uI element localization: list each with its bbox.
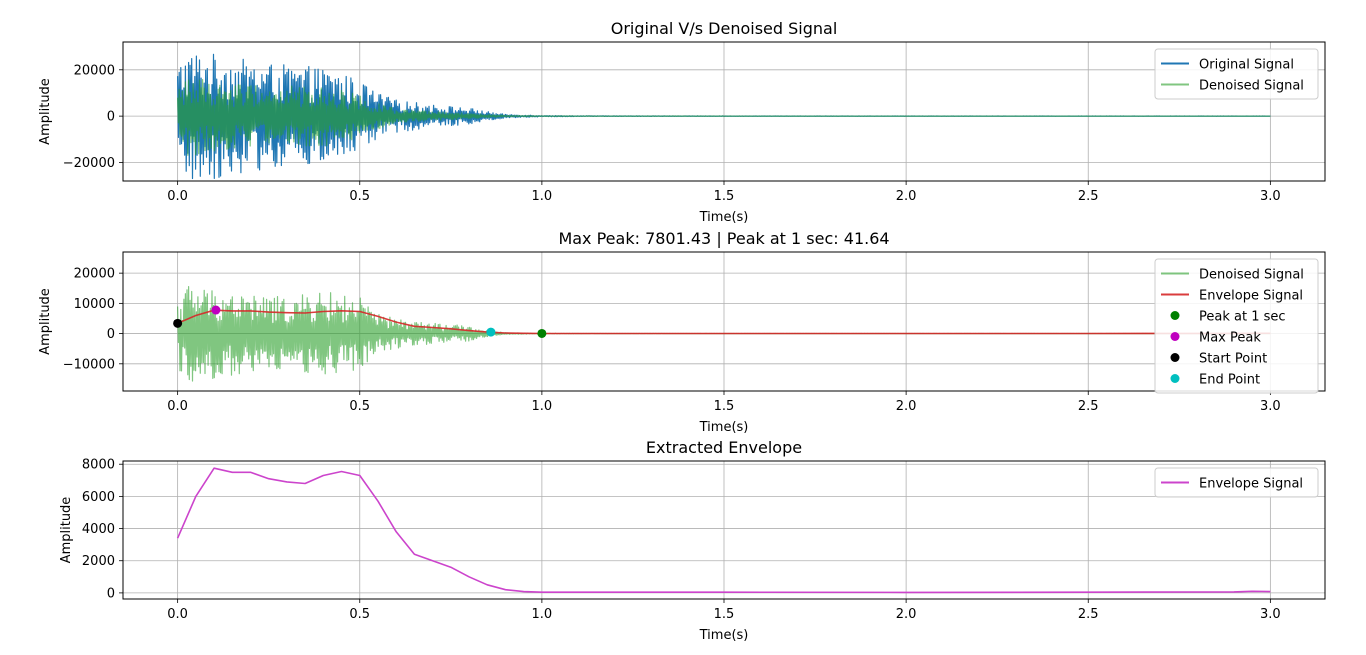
- x-tick-label: 3.0: [1260, 189, 1281, 204]
- legend-entry-label: Start Point: [1199, 352, 1267, 367]
- y-tick-label: 8000: [82, 458, 115, 473]
- legend: Original Signal Denoised Signal: [1154, 48, 1319, 100]
- x-tick-label: 1.5: [714, 189, 735, 204]
- x-tick-label: 2.0: [896, 399, 917, 414]
- legend-dot-swatch: [1170, 311, 1180, 320]
- y-tick-label: 0: [107, 327, 115, 342]
- x-tick-label: 1.0: [532, 399, 553, 414]
- legend-dot-swatch: [1170, 332, 1180, 341]
- legend-box: [1154, 48, 1319, 100]
- y-tick-label: 4000: [82, 522, 115, 537]
- chart-title: Max Peak: 7801.43 | Peak at 1 sec: 41.64: [558, 229, 889, 248]
- x-tick-label: 1.5: [714, 607, 735, 622]
- x-tick-label: 3.0: [1260, 399, 1281, 414]
- legend-dot-swatch: [1170, 374, 1180, 383]
- plot-area: [176, 467, 1271, 594]
- legend-entry-label: Peak at 1 sec: [1199, 310, 1286, 325]
- legend-entry-label: Denoised Signal: [1199, 268, 1304, 283]
- x-tick-label: 0.0: [167, 189, 188, 204]
- x-tick-label: 2.0: [896, 607, 917, 622]
- x-tick-label: 0.5: [349, 189, 370, 204]
- x-tick-label: 0.0: [167, 607, 188, 622]
- y-axis-label: Amplitude: [38, 78, 53, 145]
- x-tick-label: 0.5: [349, 607, 370, 622]
- y-tick-label: 10000: [74, 297, 115, 312]
- y-tick-label: 0: [107, 110, 115, 125]
- y-tick-label: 20000: [74, 267, 115, 282]
- chart-title: Extracted Envelope: [646, 438, 802, 457]
- x-axis-label: Time(s): [699, 420, 749, 435]
- marker-point: [486, 327, 496, 337]
- subplot-2: 0.0 0.5 1.0 1.5 2.0 2.5 3.0 −10000 0 10000 20000 Ma…: [38, 229, 1326, 435]
- y-axis-label: Amplitude: [38, 288, 53, 355]
- series-line-2: [177, 79, 1271, 156]
- chart-title: Original V/s Denoised Signal: [611, 19, 838, 38]
- x-tick-label: 3.0: [1260, 607, 1281, 622]
- x-tick-label: 0.5: [349, 399, 370, 414]
- legend-dot-swatch: [1170, 353, 1180, 362]
- series-line-2: [177, 309, 1271, 335]
- legend-entry-label: Envelope Signal: [1199, 289, 1303, 304]
- legend-box: [1154, 467, 1319, 498]
- y-axis-label: Amplitude: [59, 497, 74, 564]
- y-tick-label: 6000: [82, 490, 115, 505]
- y-tick-label: 2000: [82, 554, 115, 569]
- marker-point: [211, 305, 221, 315]
- x-tick-label: 1.0: [532, 607, 553, 622]
- y-tick-label: −10000: [63, 357, 115, 372]
- legend-entry-label: Denoised Signal: [1199, 79, 1304, 94]
- subplot-1: 0.0 0.5 1.0 1.5 2.0 2.5 3.0 −20000 0 20000 Origina…: [38, 19, 1326, 225]
- y-tick-label: −20000: [63, 156, 115, 171]
- x-tick-label: 0.0: [167, 399, 188, 414]
- x-tick-label: 1.5: [714, 399, 735, 414]
- plot-area: [177, 53, 1271, 180]
- x-axis-label: Time(s): [699, 628, 749, 643]
- legend-entry-label: Original Signal: [1199, 58, 1294, 73]
- legend: Denoised Signal Envelope Signal Peak at 1 …: [1154, 258, 1319, 394]
- marker-point: [173, 318, 183, 328]
- x-tick-label: 1.0: [532, 189, 553, 204]
- series-line-1: [176, 467, 1271, 594]
- x-axis-label: Time(s): [699, 210, 749, 225]
- legend: Envelope Signal: [1154, 467, 1319, 498]
- y-tick-label: 0: [107, 586, 115, 601]
- legend-entry-label: Max Peak: [1199, 331, 1261, 346]
- x-tick-label: 2.5: [1078, 607, 1099, 622]
- legend-entry-label: Envelope Signal: [1199, 477, 1303, 492]
- x-tick-label: 2.5: [1078, 399, 1099, 414]
- marker-point: [537, 328, 547, 338]
- x-tick-label: 2.0: [896, 189, 917, 204]
- y-tick-label: 20000: [74, 63, 115, 78]
- legend-entry-label: End Point: [1199, 373, 1260, 388]
- subplot-3: 0.0 0.5 1.0 1.5 2.0 2.5 3.0 0 2000 4000 6000 8000 Ex…: [59, 438, 1326, 643]
- plot-area: [173, 286, 1271, 382]
- x-tick-label: 2.5: [1078, 189, 1099, 204]
- legend-box: [1154, 258, 1319, 394]
